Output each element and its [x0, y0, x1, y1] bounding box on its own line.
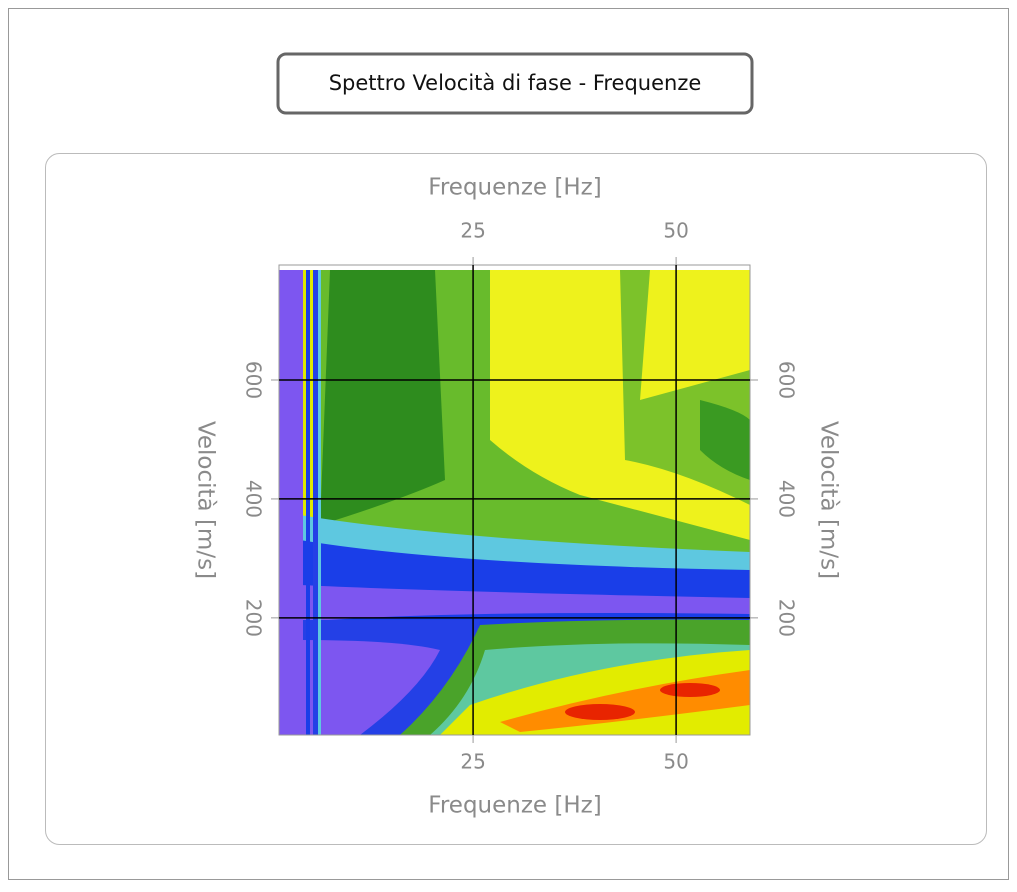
- x-axis-label-top: Frequenze [Hz]: [428, 175, 601, 201]
- y-tick-label: 200: [242, 599, 266, 637]
- x-tick-label: 25: [460, 219, 485, 243]
- plot-frame: [278, 264, 751, 736]
- y-tick-label: 400: [775, 480, 799, 518]
- y-axis-label-left: Velocità [m/s]: [193, 421, 219, 579]
- y-axis-label-right: Velocità [m/s]: [816, 421, 842, 579]
- y-tick-label: 400: [242, 480, 266, 518]
- chart-title: Spettro Velocità di fase - Frequenze: [329, 71, 702, 95]
- title-box: [276, 52, 754, 115]
- y-tick-label: 600: [242, 361, 266, 399]
- contour-fill: [279, 270, 750, 735]
- x-tick-label: 50: [663, 219, 688, 243]
- x-axis-label-bottom: Frequenze [Hz]: [428, 793, 601, 819]
- x-tick-label: 25: [460, 750, 485, 774]
- x-tick-label: 50: [663, 750, 688, 774]
- y-tick-label: 200: [775, 599, 799, 637]
- y-tick-label: 600: [775, 361, 799, 399]
